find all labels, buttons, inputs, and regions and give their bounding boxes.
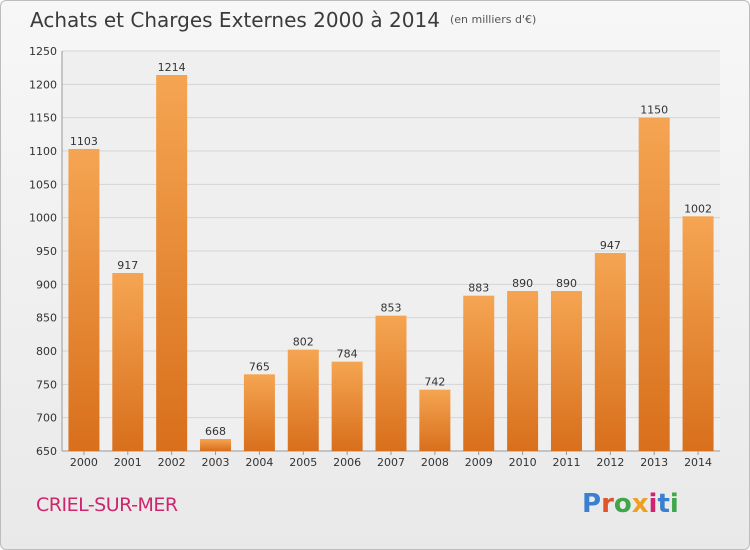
data-label: 917 (117, 259, 138, 272)
y-tick-label: 650 (36, 445, 57, 458)
bar (682, 216, 714, 451)
x-tick-label: 2005 (289, 456, 317, 469)
bar (331, 361, 363, 451)
data-label: 1214 (158, 61, 186, 74)
y-tick-label: 750 (36, 378, 57, 391)
x-tick-label: 2012 (596, 456, 624, 469)
logo-letter: o (613, 489, 632, 519)
y-tick-label: 1200 (29, 78, 57, 91)
data-label: 853 (381, 302, 402, 315)
y-tick-label: 700 (36, 412, 57, 425)
y-tick-label: 900 (36, 278, 57, 291)
data-label: 784 (337, 348, 358, 361)
y-tick-label: 950 (36, 245, 57, 258)
x-tick-label: 2014 (684, 456, 712, 469)
bar (463, 295, 495, 451)
bar (594, 253, 626, 451)
x-tick-label: 2009 (465, 456, 493, 469)
logo-letter: x (631, 489, 649, 519)
data-label: 883 (468, 282, 489, 295)
proxiti-logo: Proxiti (582, 489, 679, 519)
data-label: 947 (600, 239, 621, 252)
x-tick-label: 2003 (202, 456, 230, 469)
y-tick-label: 1000 (29, 212, 57, 225)
y-tick-label: 800 (36, 345, 57, 358)
x-tick-label: 2004 (245, 456, 273, 469)
chart-title: Achats et Charges Externes 2000 à 2014 (e… (30, 8, 536, 32)
bar (112, 273, 144, 451)
y-tick-label: 1050 (29, 178, 57, 191)
logo-letter: i (648, 489, 658, 519)
logo-letter: P (582, 489, 602, 519)
city-name: CRIEL-SUR-MER (36, 494, 178, 516)
x-tick-label: 2001 (114, 456, 142, 469)
bar (550, 291, 582, 451)
title-text: Achats et Charges Externes 2000 à 2014 (30, 8, 440, 32)
x-tick-label: 2013 (640, 456, 668, 469)
x-tick-label: 2007 (377, 456, 405, 469)
data-label: 890 (556, 277, 577, 290)
data-label: 1150 (640, 104, 668, 117)
bar (156, 75, 188, 451)
bar (375, 315, 407, 451)
bar (243, 374, 275, 451)
x-tick-label: 2010 (509, 456, 537, 469)
bar (200, 439, 232, 451)
data-label: 802 (293, 336, 314, 349)
logo-letter: i (669, 489, 679, 519)
x-tick-label: 2000 (70, 456, 98, 469)
bar (638, 117, 670, 452)
logo-letter: t (657, 489, 670, 519)
title-unit: (en milliers d'€) (449, 13, 537, 26)
bar (287, 349, 319, 451)
y-tick-label: 850 (36, 312, 57, 325)
x-tick-label: 2006 (333, 456, 361, 469)
x-tick-label: 2002 (158, 456, 186, 469)
bar (419, 389, 451, 451)
data-label: 1103 (70, 135, 98, 148)
data-label: 890 (512, 277, 533, 290)
x-tick-label: 2008 (421, 456, 449, 469)
bar (68, 149, 100, 451)
data-label: 742 (424, 376, 445, 389)
y-tick-label: 1100 (29, 145, 57, 158)
data-label: 668 (205, 425, 226, 438)
y-tick-label: 1250 (29, 45, 57, 58)
logo-letter: r (601, 489, 614, 519)
data-label: 1002 (684, 202, 712, 215)
bar (507, 291, 539, 451)
x-tick-label: 2011 (552, 456, 580, 469)
y-tick-label: 1150 (29, 112, 57, 125)
data-label: 765 (249, 360, 270, 373)
